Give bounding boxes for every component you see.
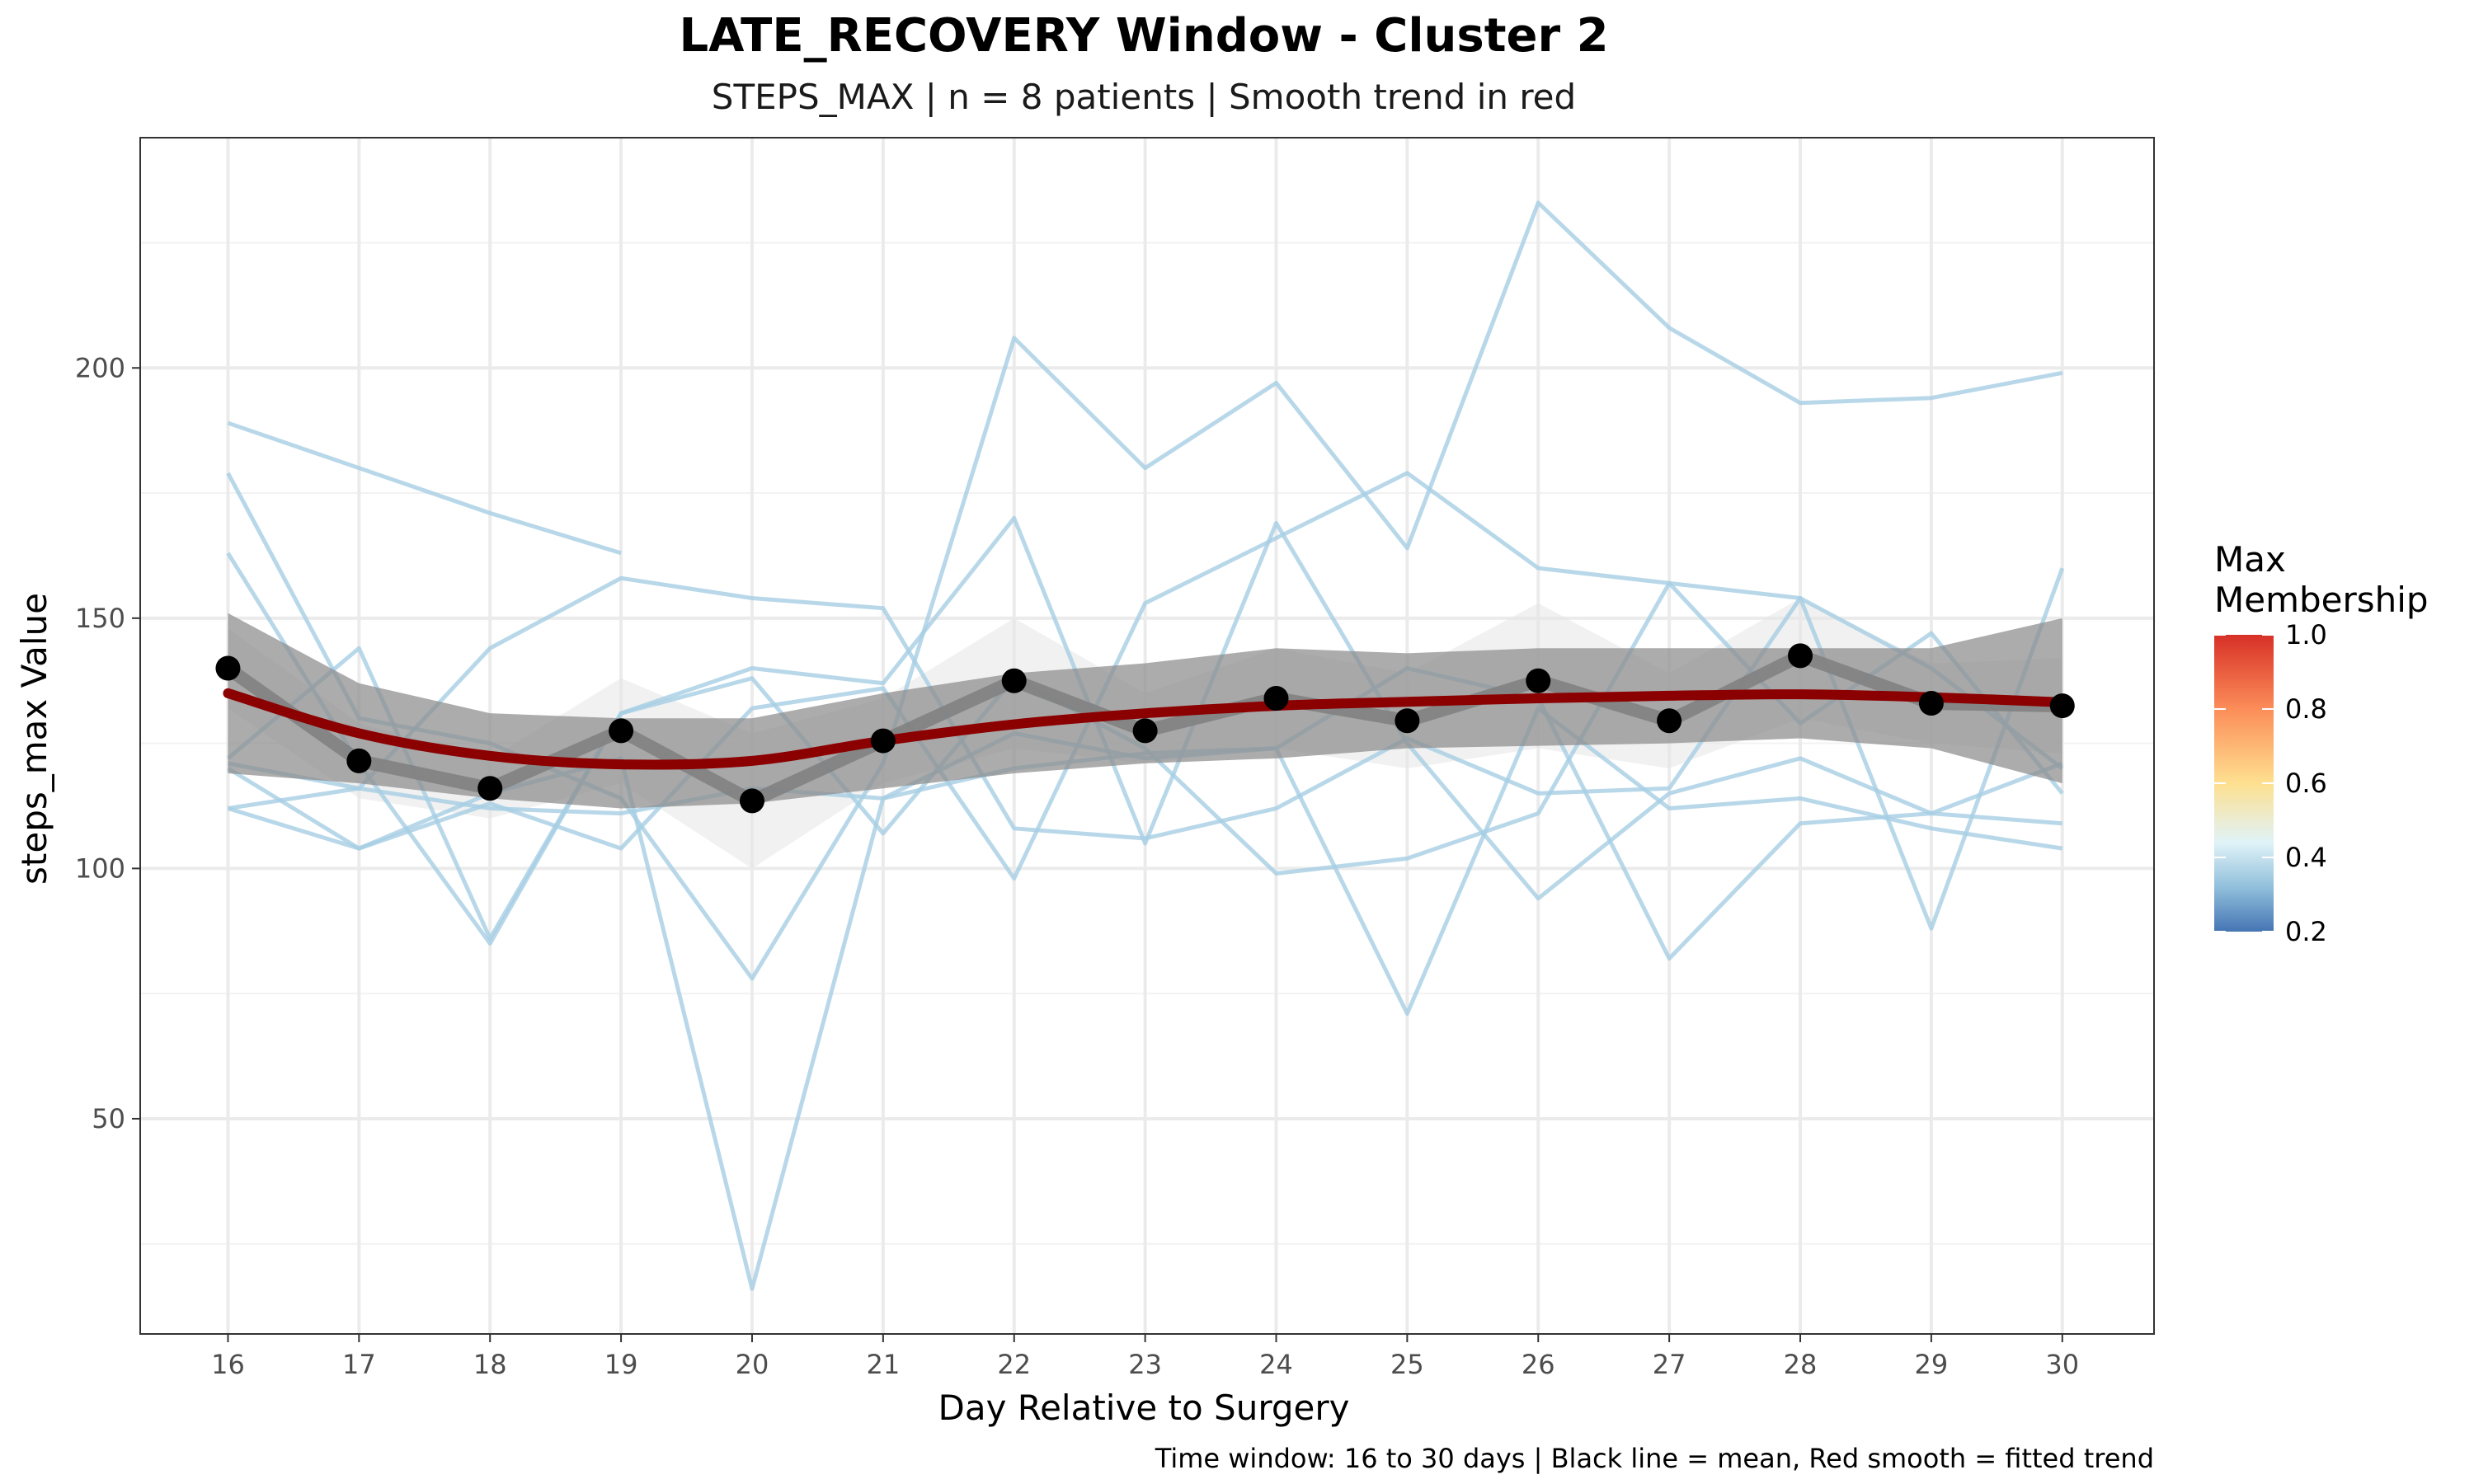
mean-point bbox=[1918, 691, 1944, 716]
y-tick-label: 50 bbox=[92, 1103, 125, 1134]
x-tick-label: 30 bbox=[2045, 1349, 2079, 1380]
legend-tick-label: 0.8 bbox=[2285, 693, 2327, 725]
y-axis: 50 100 150 200 bbox=[75, 352, 140, 1134]
mean-point bbox=[1395, 708, 1420, 734]
mean-point bbox=[870, 728, 896, 754]
patient-lines bbox=[226, 200, 2065, 1291]
chart-title: LATE_RECOVERY Window - Cluster 2 bbox=[679, 9, 1608, 63]
chart-subtitle: STEPS_MAX | n = 8 patients | Smooth tren… bbox=[712, 77, 1576, 117]
y-tick-label: 100 bbox=[75, 852, 125, 884]
legend: Max Membership 1.0 0.8 0.6 0.4 0.2 bbox=[2214, 539, 2429, 947]
mean-point bbox=[346, 748, 372, 773]
x-tick-label: 27 bbox=[1653, 1349, 1686, 1380]
x-tick-label: 22 bbox=[997, 1349, 1031, 1380]
patient-line bbox=[227, 420, 622, 556]
chart-caption: Time window: 16 to 30 days | Black line … bbox=[1155, 1443, 2154, 1474]
legend-title-line2: Membership bbox=[2214, 580, 2429, 620]
smooth-trend-line bbox=[223, 688, 2067, 770]
patient-line bbox=[227, 471, 2064, 881]
legend-tick-label: 0.6 bbox=[2285, 768, 2327, 799]
y-tick-label: 200 bbox=[75, 352, 125, 383]
smooth-line-path bbox=[223, 688, 2067, 770]
mean-point bbox=[2049, 693, 2075, 719]
x-tick-label: 28 bbox=[1784, 1349, 1818, 1380]
panel-border bbox=[139, 137, 2155, 1335]
plot-panel bbox=[139, 137, 2155, 1335]
mean-point bbox=[1263, 685, 1289, 711]
mean-point bbox=[609, 718, 634, 744]
mean-point bbox=[1788, 643, 1813, 669]
legend-title-line1: Max bbox=[2214, 539, 2286, 580]
legend-tick-label: 0.2 bbox=[2285, 916, 2327, 947]
mean-point bbox=[1657, 708, 1682, 734]
x-tick-label: 18 bbox=[473, 1349, 507, 1380]
x-tick-label: 20 bbox=[736, 1349, 769, 1380]
mean-point bbox=[477, 776, 503, 801]
x-tick-label: 17 bbox=[342, 1349, 376, 1380]
legend-tick-label: 0.4 bbox=[2285, 842, 2327, 873]
x-tick-label: 24 bbox=[1259, 1349, 1293, 1380]
x-tick-label: 21 bbox=[866, 1349, 900, 1380]
y-tick-label: 150 bbox=[75, 603, 125, 634]
x-tick-label: 19 bbox=[604, 1349, 638, 1380]
y-axis-title: steps_max Value bbox=[14, 593, 54, 885]
mean-point bbox=[215, 655, 241, 681]
x-axis-title: Day Relative to Surgery bbox=[938, 1388, 1350, 1428]
x-tick-label: 23 bbox=[1128, 1349, 1162, 1380]
x-tick-label: 16 bbox=[211, 1349, 245, 1380]
legend-tick-label: 1.0 bbox=[2285, 619, 2327, 650]
x-axis: 16 17 18 19 20 21 22 23 24 25 26 27 28 29 30 bbox=[211, 1334, 2079, 1380]
mean-point bbox=[1001, 668, 1027, 693]
x-tick-label: 25 bbox=[1390, 1349, 1424, 1380]
mean-points bbox=[215, 643, 2075, 814]
x-tick-label: 26 bbox=[1522, 1349, 1555, 1380]
x-tick-label: 29 bbox=[1915, 1349, 1949, 1380]
mean-point bbox=[739, 788, 764, 814]
mean-point bbox=[1132, 718, 1158, 744]
legend-ticks: 1.0 0.8 0.6 0.4 0.2 bbox=[2214, 619, 2327, 947]
mean-point bbox=[1526, 668, 1551, 693]
